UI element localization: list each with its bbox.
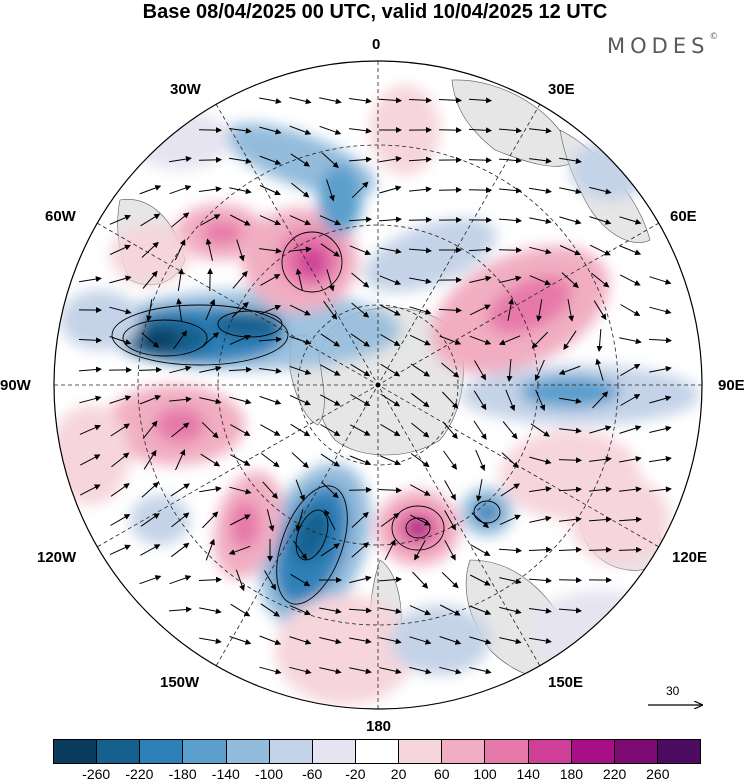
legend-tick-label: 20: [391, 766, 407, 782]
legend-swatch: [572, 740, 615, 763]
lon-label-0: 0: [372, 37, 380, 53]
legend-tick-label: -140: [212, 766, 240, 782]
legend-swatch: [615, 740, 658, 763]
legend-swatch: [658, 740, 700, 763]
lon-label-150e: 150E: [548, 675, 583, 691]
legend-swatch: [442, 740, 485, 763]
lon-label-120w: 120W: [37, 550, 76, 566]
lon-label-90w: 90W: [0, 378, 31, 394]
legend-tick-label: -100: [255, 766, 283, 782]
wind-arrow: [409, 220, 431, 221]
legend-tick-label: -220: [125, 766, 153, 782]
legend-tick-label: 60: [434, 766, 450, 782]
legend-swatch: [313, 740, 356, 763]
legend-swatch: [399, 740, 442, 763]
lon-label-150w: 150W: [160, 675, 199, 691]
south-pole-dot: [376, 383, 381, 388]
lon-label-180: 180: [366, 719, 391, 735]
lon-label-30w: 30W: [170, 82, 201, 98]
legend-tick-label: 100: [473, 766, 496, 782]
legend-swatch: [140, 740, 183, 763]
legend-tick-label: 260: [646, 766, 669, 782]
legend-swatch: [54, 740, 97, 763]
map-disc: [40, 50, 720, 730]
lon-label-90e: 90E: [718, 378, 745, 394]
legend-swatch: [270, 740, 313, 763]
reference-vector-value: 30: [666, 684, 679, 698]
wind-arrow: [469, 190, 491, 191]
wind-arrow: [349, 490, 371, 491]
lon-label-60w: 60W: [45, 209, 76, 225]
legend-tick-label: -60: [302, 766, 322, 782]
legend-swatch: [97, 740, 140, 763]
legend-tick-label: -260: [82, 766, 110, 782]
legend-swatch: [529, 740, 572, 763]
reference-vector-arrow: [646, 697, 706, 713]
legend-swatch: [227, 740, 270, 763]
wind-arrow: [559, 580, 581, 581]
legend-swatch: [183, 740, 226, 763]
legend-swatch: [356, 740, 399, 763]
legend-ticks: -260 -220 -180 -140 -100 -60 -20 20 60 100 140 180 2…: [53, 766, 701, 784]
lon-label-30e: 30E: [548, 82, 575, 98]
lon-label-60e: 60E: [670, 209, 697, 225]
legend-tick-label: 140: [517, 766, 540, 782]
legend-tick-label: 220: [603, 766, 626, 782]
legend-tick-label: -20: [345, 766, 365, 782]
color-legend: [53, 739, 701, 764]
lon-label-120e: 120E: [672, 550, 707, 566]
wind-arrow: [199, 160, 221, 161]
legend-tick-label: 180: [560, 766, 583, 782]
legend-tick-label: -180: [169, 766, 197, 782]
legend-swatch: [485, 740, 528, 763]
